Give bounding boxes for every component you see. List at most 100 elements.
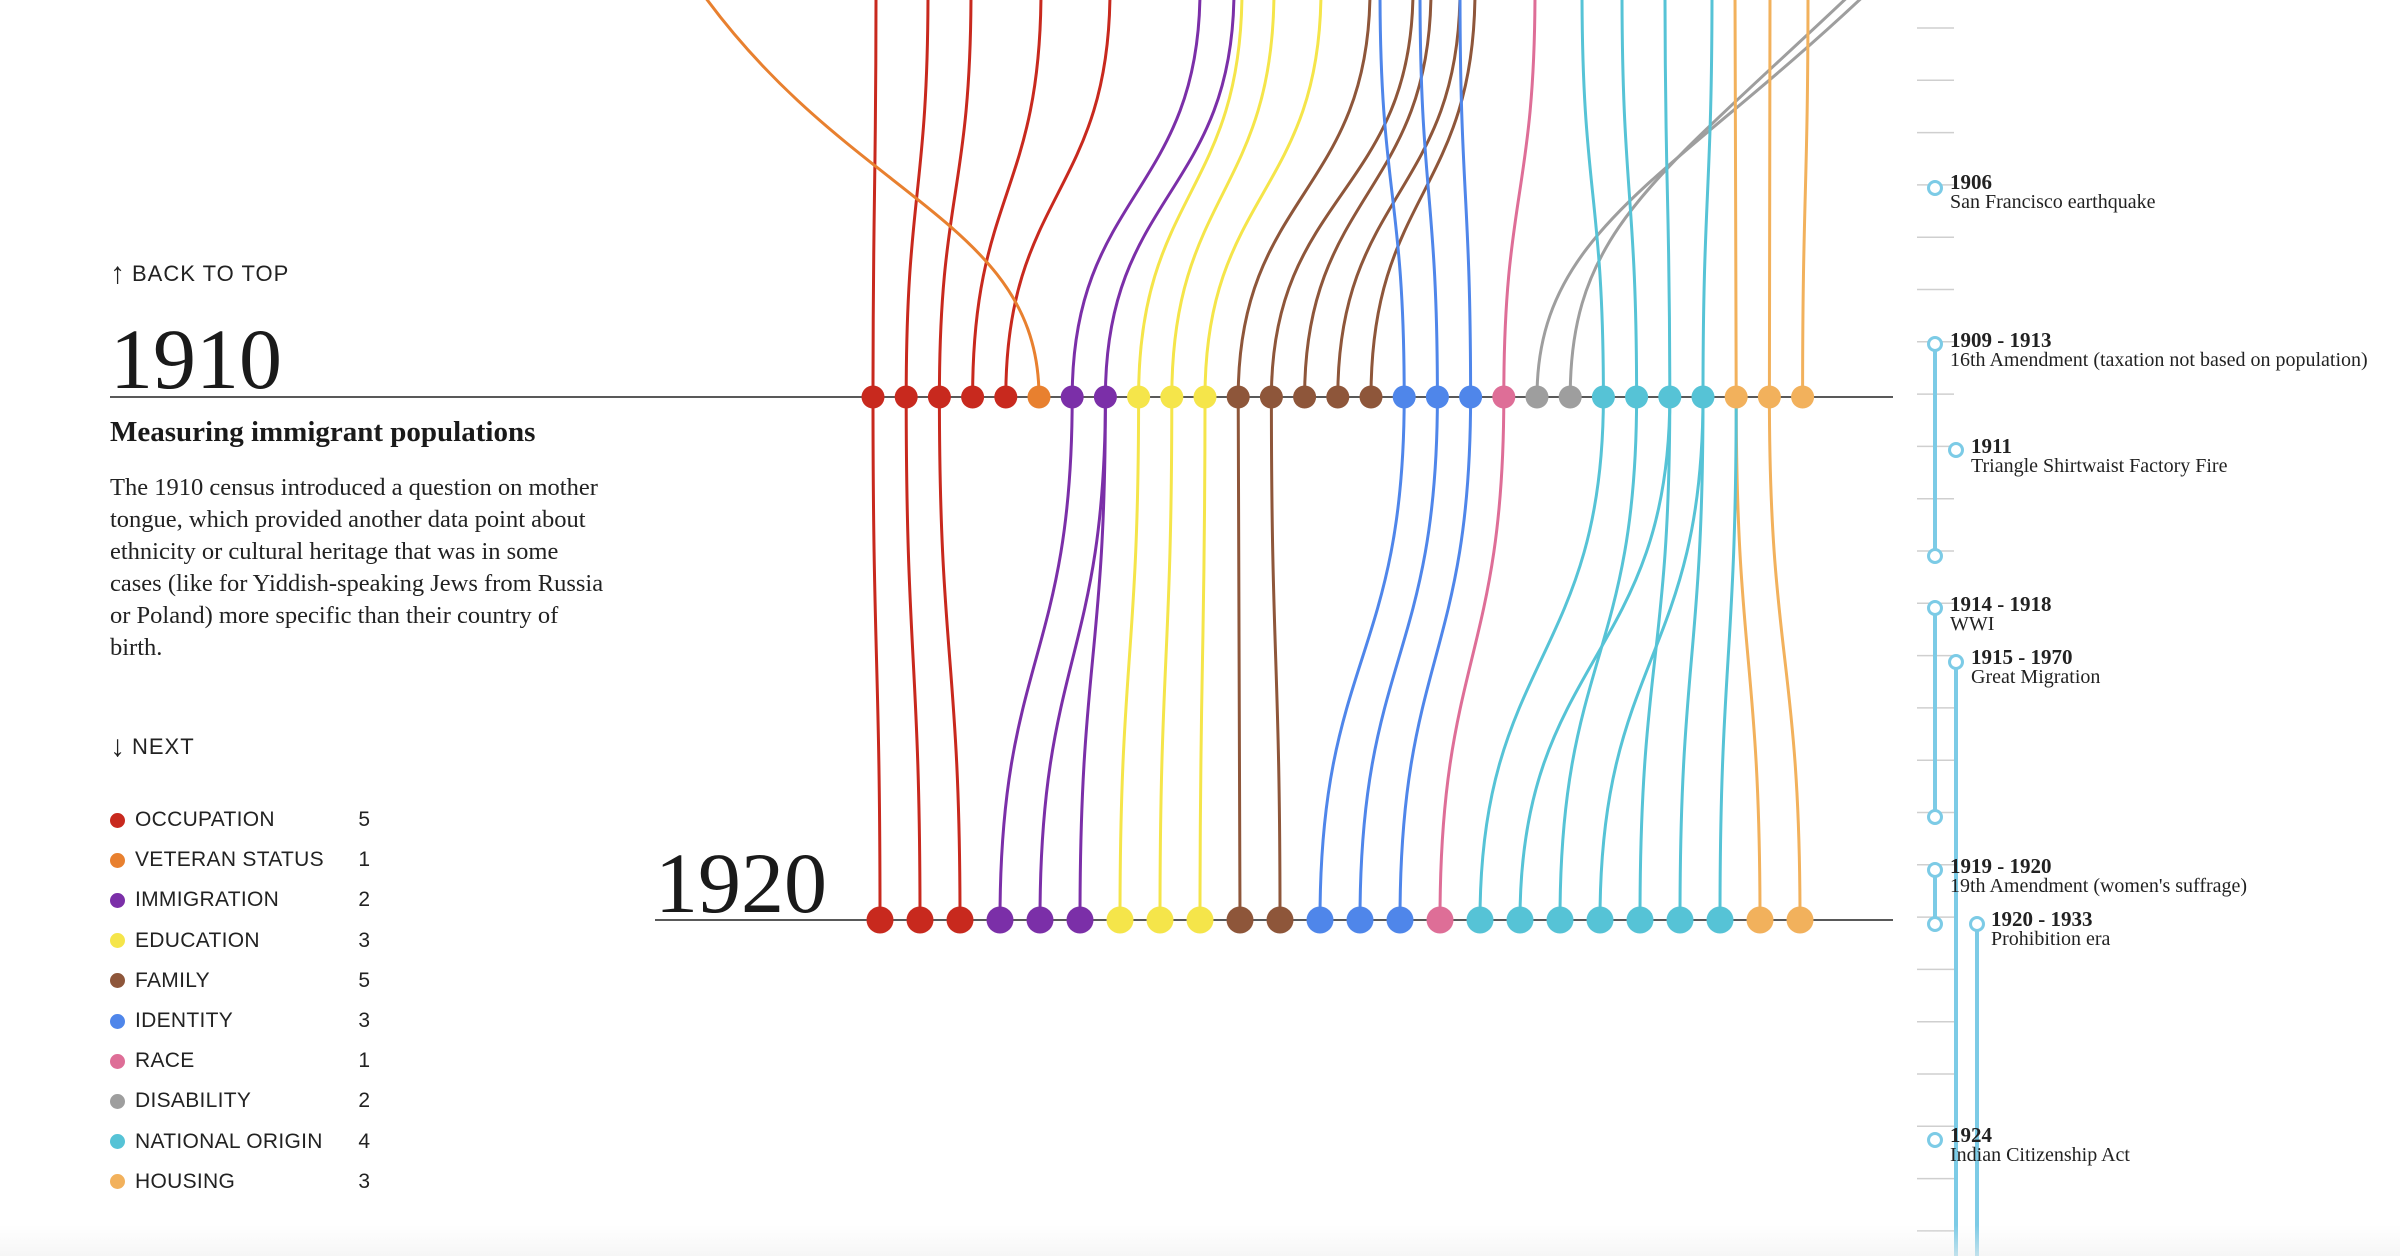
legend-item-immigration: IMMIGRATION 2 [110, 880, 370, 920]
node-1910-disability[interactable] [1525, 385, 1549, 409]
node-1920-immigration[interactable] [1066, 906, 1094, 934]
timeline-marker-icon[interactable] [1927, 809, 1943, 825]
flow-line-in-family [1369, 0, 1477, 398]
node-1910-occupation[interactable] [894, 385, 918, 409]
timeline-marker-icon[interactable] [1927, 916, 1943, 932]
node-1920-housing[interactable] [1786, 906, 1814, 934]
timeline-event-year: 1924 [1950, 1123, 1992, 1147]
timeline-event-name: Triangle Shirtwaist Factory Fire [1971, 455, 2228, 477]
legend-item-family: FAMILY 5 [110, 961, 370, 1001]
flow-line-in-national-origin [1701, 0, 1714, 398]
flow-line-in-immigration [1103, 0, 1236, 398]
flow-line-in-immigration [1070, 0, 1202, 398]
node-1910-national-origin[interactable] [1658, 385, 1682, 409]
node-1920-national-origin[interactable] [1626, 906, 1654, 934]
timeline-event-name: Great Migration [1971, 666, 2101, 688]
node-1910-veteran-status[interactable] [1027, 385, 1051, 409]
timeline-marker-icon[interactable] [1927, 862, 1943, 878]
timeline-marker-icon[interactable] [1927, 180, 1943, 196]
timeline-marker-icon[interactable] [1927, 336, 1943, 352]
node-1910-identity[interactable] [1459, 385, 1483, 409]
flow-line-in-family [1303, 0, 1433, 398]
node-1910-occupation[interactable] [927, 385, 951, 409]
node-1910-family[interactable] [1226, 385, 1250, 409]
node-1920-national-origin[interactable] [1506, 906, 1534, 934]
node-1910-occupation[interactable] [994, 385, 1018, 409]
node-1920-national-origin[interactable] [1546, 906, 1574, 934]
legend-count: 5 [358, 968, 370, 992]
timeline-event: 1914 - 1918 WWI [1950, 594, 2380, 635]
timeline-marker-icon[interactable] [1927, 600, 1943, 616]
timeline-marker-icon[interactable] [1927, 1132, 1943, 1148]
flow-line-occupation [937, 396, 962, 921]
flow-line-immigration [1038, 396, 1107, 921]
node-1920-occupation[interactable] [946, 906, 974, 934]
node-1920-identity[interactable] [1386, 906, 1414, 934]
legend-label: VETERAN STATUS [135, 848, 324, 872]
node-1920-immigration[interactable] [1026, 906, 1054, 934]
node-1920-race[interactable] [1426, 906, 1454, 934]
node-1910-immigration[interactable] [1060, 385, 1084, 409]
node-1910-national-origin[interactable] [1691, 385, 1715, 409]
timeline-marker-icon[interactable] [1948, 654, 1964, 670]
node-1920-family[interactable] [1226, 906, 1254, 934]
timeline-marker-icon[interactable] [1948, 442, 1964, 458]
legend-label: FAMILY [135, 968, 210, 992]
flow-line-race [1438, 396, 1506, 921]
back-to-top-button[interactable]: ↑ BACK TO TOP [110, 259, 289, 289]
node-1920-identity[interactable] [1306, 906, 1334, 934]
node-1910-family[interactable] [1326, 385, 1350, 409]
node-1910-race[interactable] [1492, 385, 1516, 409]
back-to-top-label: BACK TO TOP [132, 261, 290, 286]
node-1920-national-origin[interactable] [1586, 906, 1614, 934]
node-1920-education[interactable] [1106, 906, 1134, 934]
node-1920-occupation[interactable] [866, 906, 894, 934]
legend-label: HOUSING [135, 1169, 236, 1193]
node-1910-education[interactable] [1127, 385, 1151, 409]
next-label: NEXT [132, 734, 195, 759]
node-1910-housing[interactable] [1791, 385, 1815, 409]
timeline-track [1917, 27, 1985, 1256]
node-1920-education[interactable] [1186, 906, 1214, 934]
node-1920-occupation[interactable] [906, 906, 934, 934]
legend-label: IMMIGRATION [135, 888, 280, 912]
node-1920-education[interactable] [1146, 906, 1174, 934]
flow-line-national-origin [1638, 396, 1672, 921]
timeline-marker-icon[interactable] [1969, 916, 1985, 932]
next-button[interactable]: ↓ NEXT [110, 732, 195, 762]
node-1910-family[interactable] [1259, 385, 1283, 409]
node-1920-family[interactable] [1266, 906, 1294, 934]
legend-label: NATIONAL ORIGIN [135, 1129, 323, 1153]
node-1910-education[interactable] [1193, 385, 1217, 409]
flow-line-in-national-origin [1580, 0, 1605, 398]
flow-line-in-family [1236, 0, 1372, 398]
flow-line-identity [1318, 396, 1406, 921]
node-1910-occupation[interactable] [861, 385, 885, 409]
flow-line-in-national-origin [1663, 0, 1672, 398]
node-1910-housing[interactable] [1724, 385, 1748, 409]
node-1910-housing[interactable] [1757, 385, 1781, 409]
timeline-marker-icon[interactable] [1927, 548, 1943, 564]
node-1910-education[interactable] [1160, 385, 1184, 409]
node-1920-identity[interactable] [1346, 906, 1374, 934]
node-1910-family[interactable] [1359, 385, 1383, 409]
node-1910-occupation[interactable] [961, 385, 985, 409]
flow-line-in-occupation [904, 0, 930, 398]
node-1910-national-origin[interactable] [1625, 385, 1649, 409]
node-1910-immigration[interactable] [1093, 385, 1117, 409]
node-1910-family[interactable] [1293, 385, 1317, 409]
node-1920-national-origin[interactable] [1666, 906, 1694, 934]
flow-line-in-education [1203, 0, 1323, 398]
legend-count: 3 [358, 1169, 370, 1193]
node-1910-disability[interactable] [1558, 385, 1582, 409]
node-1920-immigration[interactable] [986, 906, 1014, 934]
legend-dot-icon [110, 1093, 125, 1109]
node-1920-national-origin[interactable] [1706, 906, 1734, 934]
node-1910-national-origin[interactable] [1591, 385, 1615, 409]
node-1920-housing[interactable] [1746, 906, 1774, 934]
node-1910-identity[interactable] [1392, 385, 1416, 409]
legend-count: 1 [358, 848, 370, 872]
flow-line-in-identity [1418, 0, 1439, 398]
node-1920-national-origin[interactable] [1466, 906, 1494, 934]
node-1910-identity[interactable] [1425, 385, 1449, 409]
